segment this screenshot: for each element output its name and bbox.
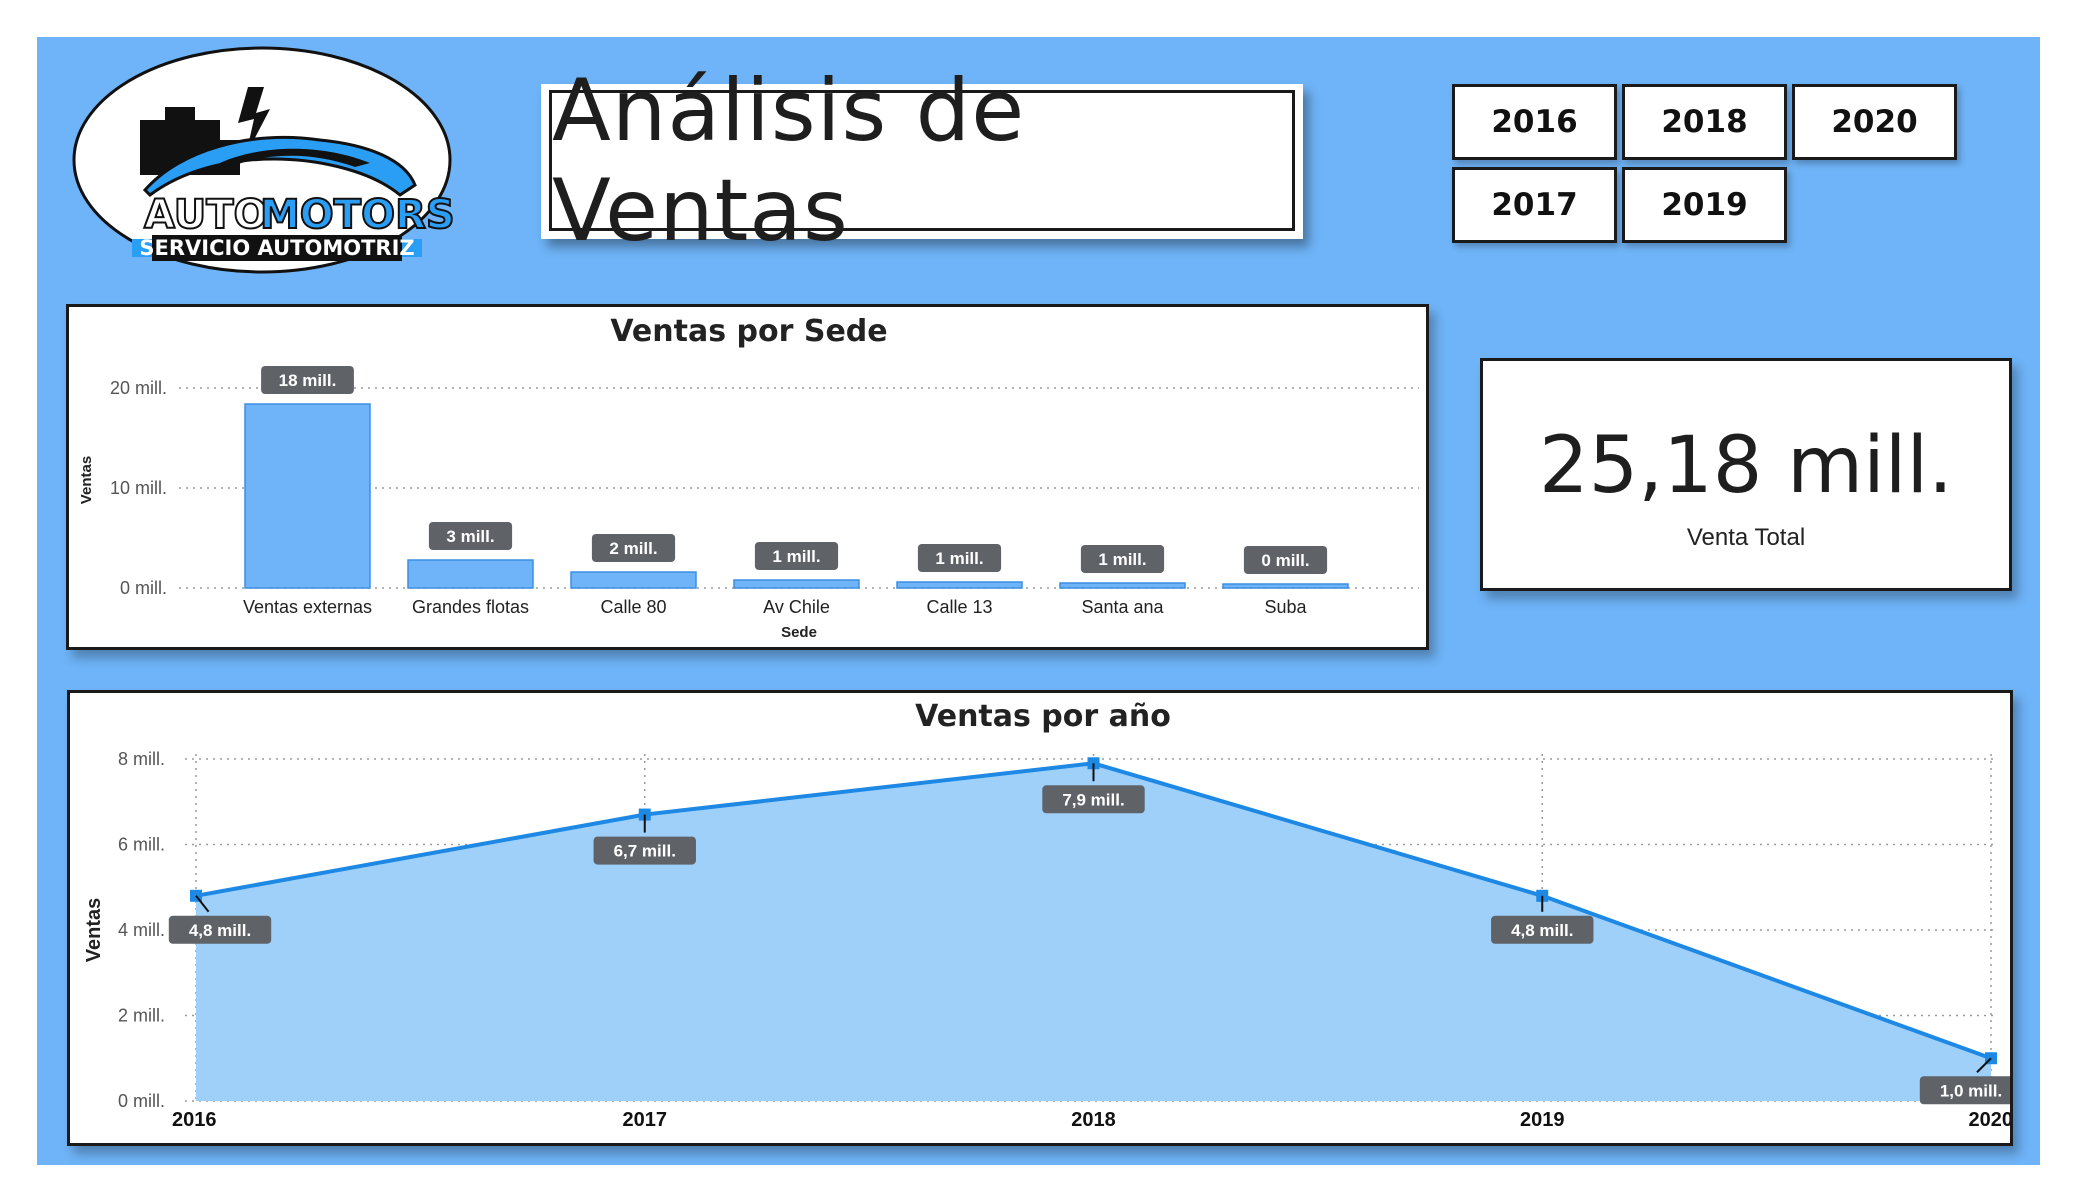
bar-x-axis-label: Sede	[781, 624, 817, 641]
area-data-label-bg	[1491, 915, 1594, 944]
bar-data-label: 2 mill.	[609, 539, 657, 558]
bar	[1059, 582, 1186, 589]
area-data-label-bg	[1042, 785, 1145, 814]
logo-text-auto: AUTO	[144, 192, 268, 238]
bar	[1222, 583, 1349, 589]
area-data-label-bg	[168, 915, 272, 944]
area-y-tick: 2 mill.	[118, 1006, 165, 1026]
automotors-logo: AUTO MOTORS SERVICIO AUTOMOTRIZ	[72, 46, 455, 274]
bar-x-tick: Calle 80	[600, 597, 666, 617]
bar-y-axis-label: Ventas	[78, 456, 95, 504]
title-card: Análisis de Ventas	[541, 61, 1303, 261]
area-label-leader	[195, 895, 210, 913]
bar-data-label: 1 mill.	[1098, 550, 1146, 569]
bar-data-label: 1 mill.	[935, 549, 983, 568]
bar-data-label: 18 mill.	[279, 371, 337, 390]
kpi-value: 25,18 mill.	[1539, 421, 1953, 511]
area-x-tick: 2018	[1071, 1109, 1116, 1131]
bar-y-tick: 0 mill.	[120, 578, 167, 598]
area-y-tick: 4 mill.	[118, 920, 165, 940]
kpi-label: Venta Total	[1686, 524, 1806, 551]
bar-chart-title: Ventas por Sede	[610, 314, 887, 349]
bar-data-label-bg	[591, 534, 676, 562]
bar-data-label-bg	[261, 366, 354, 394]
area-point	[1536, 889, 1549, 902]
bar-data-label: 0 mill.	[1261, 551, 1309, 570]
area-y-tick: 8 mill.	[118, 749, 165, 769]
area-fill	[196, 763, 1991, 1101]
bar-x-tick: Grandes flotas	[412, 597, 529, 617]
area-label-leader	[1976, 1057, 1992, 1073]
area-data-label: 4,8 mill.	[1511, 921, 1573, 940]
bar-x-tick: Santa ana	[1081, 597, 1164, 617]
bar	[733, 579, 860, 589]
bar-x-tick: Calle 13	[926, 597, 992, 617]
bar	[244, 403, 371, 589]
year-button-2016[interactable]: 2016	[1452, 84, 1617, 160]
logo-tagline: SERVICIO AUTOMOTRIZ	[139, 236, 414, 260]
bar-chart-card: Ventas por Sede 0 mill. 10 mill. 20 mill. Ve…	[66, 304, 1429, 650]
area-data-label: 1,0 mill.	[1940, 1081, 2002, 1100]
area-data-label: 6,7 mill.	[614, 842, 676, 861]
page-title: Análisis de Ventas	[549, 61, 1295, 261]
bar-y-tick: 20 mill.	[110, 378, 167, 398]
bar-data-label-bg	[428, 522, 513, 550]
kpi-card: 25,18 mill. Venta Total	[1480, 358, 2012, 591]
bar-data-label-bg	[1243, 546, 1328, 574]
bar	[896, 581, 1023, 589]
logo-text-motors: MOTORS	[260, 192, 455, 238]
bar	[570, 571, 697, 589]
bar-data-label-bg	[1080, 545, 1165, 573]
bar-y-tick: 10 mill.	[110, 478, 167, 498]
bar-data-label: 1 mill.	[772, 547, 820, 566]
bar-x-tick: Ventas externas	[243, 597, 372, 617]
bar-chart: Ventas por Sede 0 mill. 10 mill. 20 mill. Ve…	[78, 314, 1419, 641]
area-y-tick: 0 mill.	[118, 1091, 165, 1111]
line-chart-card: Ventas por año 0 mill. 2 mill. 4 mill. 6 mil…	[67, 690, 2013, 1146]
year-button-2017[interactable]: 2017	[1452, 167, 1617, 243]
bar-x-tick: Suba	[1264, 597, 1307, 617]
area-x-tick: 2020	[1969, 1109, 2011, 1131]
area-y-tick: 6 mill.	[118, 835, 165, 855]
area-x-tick: 2019	[1520, 1109, 1565, 1131]
area-chart: Ventas por año 0 mill. 2 mill. 4 mill. 6 mil…	[83, 699, 2011, 1131]
area-data-label: 4,8 mill.	[189, 921, 251, 940]
bar-data-label-bg	[917, 544, 1002, 572]
area-chart-title: Ventas por año	[915, 699, 1171, 734]
area-x-tick: 2016	[172, 1109, 217, 1131]
area-data-label-bg	[593, 836, 696, 865]
bar	[407, 559, 534, 589]
area-data-label: 7,9 mill.	[1062, 790, 1124, 809]
bar-data-label: 3 mill.	[446, 527, 494, 546]
area-y-axis-label: Ventas	[83, 898, 105, 962]
area-data-label-bg	[1919, 1076, 2010, 1105]
bar-x-tick: Av Chile	[763, 597, 830, 617]
year-button-2019[interactable]: 2019	[1622, 167, 1787, 243]
year-button-2020[interactable]: 2020	[1792, 84, 1957, 160]
bar-data-label-bg	[754, 542, 839, 570]
area-x-tick: 2017	[623, 1109, 668, 1131]
year-button-2018[interactable]: 2018	[1622, 84, 1787, 160]
